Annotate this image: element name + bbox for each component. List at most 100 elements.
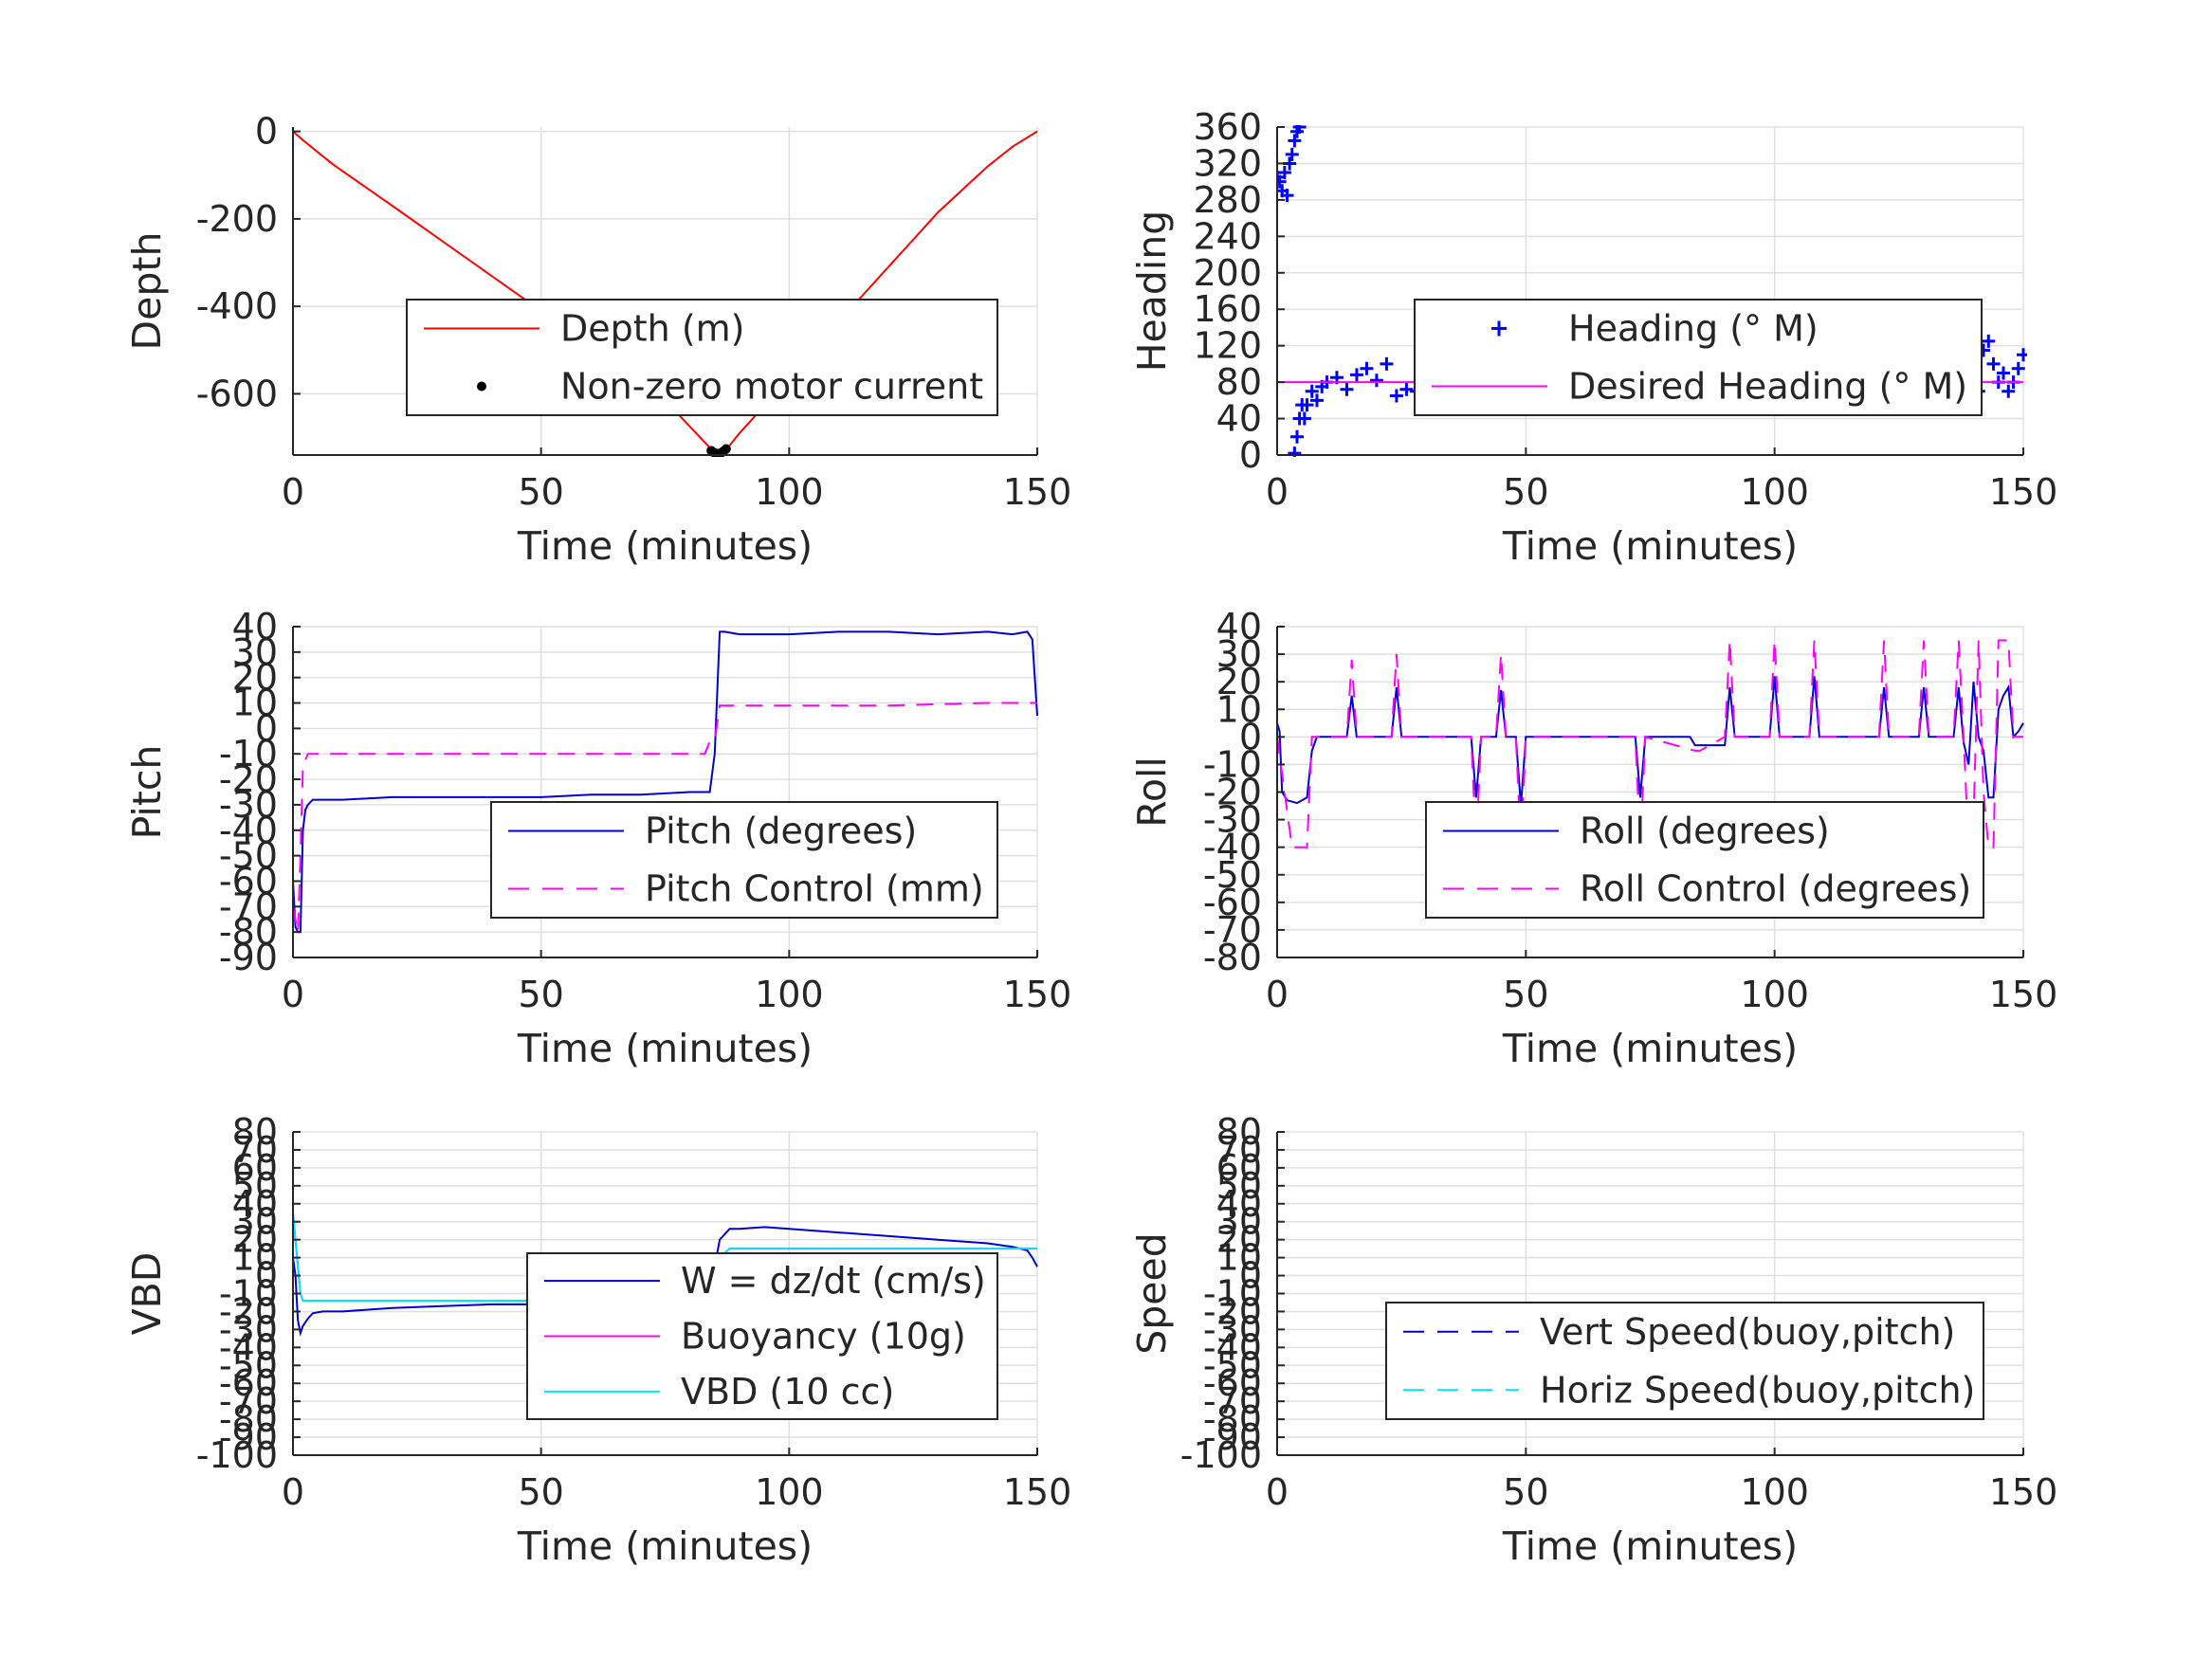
motor-current-point [721, 444, 731, 454]
y-tick-label: 70 [1216, 1129, 1262, 1171]
heading-point [2002, 384, 2016, 398]
legend-entry: Buoyancy (10g) [681, 1316, 966, 1358]
x-tick-label: 150 [1989, 1471, 2058, 1513]
x-tick-label: 0 [282, 974, 304, 1015]
legend-entry: Heading (° M) [1568, 308, 1819, 350]
series-pitch-control-line [293, 702, 1037, 933]
y-tick-label: 10 [1216, 1237, 1262, 1279]
heading-point [1369, 374, 1383, 388]
y-tick-label: 50 [232, 1165, 278, 1207]
legend: Depth (m) Non-zero motor current [406, 299, 998, 416]
y-tick-label: -80 [219, 1398, 278, 1440]
legend-entry: Roll Control (degrees) [1580, 868, 1971, 910]
x-tick-label: 150 [1989, 974, 2058, 1015]
heading-point [1285, 147, 1299, 161]
y-tick-label: 10 [1216, 688, 1262, 730]
y-tick-label: 20 [232, 1219, 278, 1261]
x-tick-label: 100 [755, 974, 824, 1015]
x-tick-label: 50 [518, 1471, 563, 1513]
legend-box [1425, 801, 1984, 919]
y-tick-label: 240 [1193, 215, 1262, 257]
y-tick-label: -40 [1203, 827, 1262, 868]
heading-point [2017, 348, 2027, 362]
heading-point [1288, 447, 1302, 457]
y-tick-label: 40 [1216, 606, 1262, 647]
y-tick-label: -20 [219, 1290, 278, 1332]
y-tick-label: -10 [219, 733, 278, 775]
heading-point [1277, 170, 1284, 184]
y-tick-label: 0 [1239, 434, 1262, 476]
heading-point [1297, 411, 1311, 426]
y-tick-label: -10 [1203, 743, 1262, 785]
subplot-1: 0 50 100 150 0 -200 -400 -600 Time (minutes) Dept… [124, 111, 1071, 569]
y-tick-label: -30 [219, 784, 278, 826]
heading-point [1360, 361, 1374, 375]
y-tick-label: -600 [196, 373, 278, 414]
y-tick-label: 50 [1216, 1165, 1262, 1207]
heading-point [1399, 382, 1414, 396]
heading-point [1288, 134, 1302, 148]
x-tick-label: 50 [1503, 1471, 1548, 1513]
y-tick-label: 40 [1216, 1183, 1262, 1225]
heading-point [1997, 366, 2011, 380]
x-tick-label: 0 [1266, 974, 1289, 1015]
y-tick-label: -90 [1203, 1416, 1262, 1458]
y-tick-label: -200 [196, 198, 278, 240]
y-axis-label: Heading [1129, 210, 1175, 373]
y-tick-label: -40 [219, 810, 278, 851]
x-tick-label: 50 [1503, 471, 1548, 513]
y-tick-label: 0 [255, 707, 278, 749]
legend-box [490, 801, 998, 919]
legend-marker [477, 381, 486, 392]
y-axis-label: VBD [124, 1252, 170, 1336]
y-tick-label: 30 [232, 631, 278, 673]
subplot-6: 0 50 100 15080706050403020100-10-20-30-40-5… [1129, 1111, 2057, 1569]
heading-point [1283, 156, 1297, 171]
x-tick-label: 0 [282, 1471, 304, 1513]
y-tick-label: 10 [232, 683, 278, 724]
y-tick-label: 60 [232, 1147, 278, 1189]
legend: Vert Speed(buoy,pitch) Horiz Speed(buoy,p… [1385, 1302, 1984, 1420]
y-tick-label: -50 [219, 1344, 278, 1386]
y-tick-label: -30 [1203, 1308, 1262, 1350]
y-tick-label: 200 [1193, 252, 1262, 294]
x-tick-label: 50 [1503, 974, 1548, 1015]
y-tick-label: 40 [232, 1183, 278, 1225]
heading-point [1380, 356, 1394, 371]
legend: Roll (degrees) Roll Control (degrees) [1425, 801, 1984, 919]
y-tick-label: -50 [219, 835, 278, 877]
legend-box [1385, 1302, 1984, 1420]
y-tick-label: 0 [255, 111, 278, 153]
legend: Pitch (degrees) Pitch Control (mm) [490, 801, 998, 919]
y-tick-label: -20 [219, 758, 278, 800]
y-tick-label: 30 [1216, 633, 1262, 675]
y-tick-label: 0 [1239, 1255, 1262, 1297]
y-tick-label: -20 [1203, 1290, 1262, 1332]
legend-entry: Desired Heading (° M) [1568, 366, 1967, 408]
y-tick-label: 120 [1193, 325, 1262, 367]
x-tick-label: 100 [1740, 471, 1809, 513]
x-tick-label: 100 [1740, 1471, 1809, 1513]
heading-point [1340, 382, 1354, 396]
legend-entry: Non-zero motor current [560, 366, 983, 408]
y-axis-label: Pitch [124, 745, 170, 840]
x-tick-label: 150 [1003, 1471, 1072, 1513]
x-tick-label: 0 [1266, 471, 1289, 513]
heading-point [1300, 398, 1314, 412]
legend-entry: Depth (m) [560, 308, 745, 350]
x-tick-label: 100 [755, 1471, 824, 1513]
x-tick-label: 0 [1266, 1471, 1289, 1513]
legend-entry: Pitch (degrees) [645, 811, 917, 852]
y-tick-label: -30 [1203, 799, 1262, 841]
y-tick-label: -50 [1203, 854, 1262, 896]
y-tick-label: -100 [196, 1434, 278, 1476]
y-tick-label: -20 [1203, 772, 1262, 813]
y-tick-label: -80 [219, 911, 278, 953]
heading-point [2011, 361, 2025, 375]
y-axis-label: Roll [1129, 757, 1175, 828]
subplot-3: 0 50 100 150403020100-10-20-30-40-50-60-70-… [124, 606, 1071, 1071]
legend: W = dz/dt (cm/s) Buoyancy (10g) VBD (10 cc… [526, 1252, 998, 1420]
series-group [293, 130, 1038, 457]
